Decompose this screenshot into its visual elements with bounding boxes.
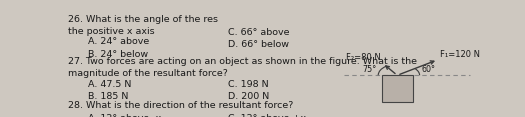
Text: the positive x axis: the positive x axis	[68, 27, 154, 36]
Text: B. 185 N: B. 185 N	[88, 91, 129, 101]
Bar	[382, 75, 413, 102]
Text: D. 200 N: D. 200 N	[228, 91, 270, 101]
Text: 60°: 60°	[422, 65, 436, 74]
Text: A. 12° above -x: A. 12° above -x	[88, 114, 161, 117]
Text: A. 24° above: A. 24° above	[88, 37, 149, 46]
Text: D. 66° below: D. 66° below	[228, 40, 289, 49]
Text: 27. Two forces are acting on an object as shown in the figure. What is the: 27. Two forces are acting on an object a…	[68, 57, 417, 66]
Text: magnitude of the resultant force?: magnitude of the resultant force?	[68, 69, 227, 78]
Text: A. 47.5 N: A. 47.5 N	[88, 80, 131, 89]
Text: 75°: 75°	[362, 65, 376, 74]
Text: B. 24° below: B. 24° below	[88, 50, 148, 59]
Text: 26. What is the angle of the res: 26. What is the angle of the res	[68, 15, 218, 24]
Text: C. 12° above +x: C. 12° above +x	[228, 114, 307, 117]
Text: F₁=120 N: F₁=120 N	[440, 50, 480, 59]
Text: C. 198 N: C. 198 N	[228, 80, 269, 89]
Text: 28. What is the direction of the resultant force?: 28. What is the direction of the resulta…	[68, 101, 293, 110]
Text: F₂=80 N: F₂=80 N	[345, 53, 381, 62]
Text: C. 66° above: C. 66° above	[228, 28, 290, 37]
